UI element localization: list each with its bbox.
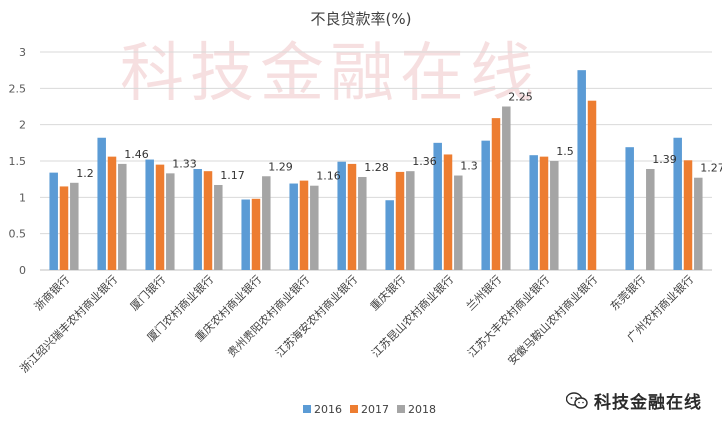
data-label: 1.39 <box>652 153 677 166</box>
bar-2017 <box>155 164 165 270</box>
bar-2018 <box>262 176 271 270</box>
data-label: 1.27 <box>700 162 722 175</box>
data-label: 1.29 <box>268 160 293 173</box>
wechat-bubble-icon <box>566 391 588 409</box>
category-label: 东莞银行 <box>607 272 648 313</box>
bar-2017 <box>59 186 69 270</box>
bar-2018 <box>118 163 127 270</box>
bar-2016 <box>97 137 106 270</box>
bar-2017 <box>443 154 453 270</box>
bar-2016 <box>241 199 250 270</box>
bar-2016 <box>529 155 538 270</box>
legend-label: 2018 <box>408 403 436 416</box>
data-labels: 1.2 1.46 1.33 1.17 1.29 1.16 1.28 1.36 1.3 2.25 1.… <box>76 91 722 183</box>
bar-2016 <box>337 161 346 270</box>
data-label: 1.2 <box>76 167 94 180</box>
category-label: 厦门银行 <box>127 272 168 313</box>
bar-2017 <box>299 180 309 270</box>
bar-2017 <box>587 100 597 270</box>
category-label: 江苏海安农村商业银行 <box>272 272 360 360</box>
bar-2017 <box>203 171 213 270</box>
bar-2016 <box>481 140 490 270</box>
brand-name: 科技金融在线 <box>594 393 702 413</box>
bar-2018 <box>406 171 415 270</box>
watermark-text: 科技金融在线 <box>120 37 540 111</box>
bar-2018 <box>166 173 175 270</box>
bar-2018 <box>358 176 367 270</box>
y-tick-label: 2.5 <box>9 82 27 95</box>
bar-2018 <box>310 185 319 270</box>
y-tick-label: 2 <box>19 119 26 132</box>
legend-label: 2017 <box>361 403 389 416</box>
category-label: 江苏昆山农村商业银行 <box>368 272 456 360</box>
bar-2016 <box>673 137 682 270</box>
category-label: 贵州贵阳农村商业银行 <box>224 272 312 360</box>
y-tick-label: 3 <box>19 46 26 59</box>
category-label: 兰州银行 <box>463 272 504 313</box>
bar-2018 <box>454 175 463 270</box>
category-label: 重庆银行 <box>367 272 408 313</box>
category-label: 浙商银行 <box>31 272 72 313</box>
legend-swatch-2016 <box>303 405 311 413</box>
data-label: 1.16 <box>316 170 341 183</box>
bar-2017 <box>395 171 405 270</box>
legend-label: 2016 <box>314 403 342 416</box>
bar-2017 <box>251 198 261 270</box>
bar-2018 <box>694 177 703 270</box>
legend-swatch-2018 <box>397 405 405 413</box>
bar-2017 <box>539 156 549 270</box>
chart-title: 不良贷款率(%) <box>311 10 412 28</box>
data-label: 1.5 <box>556 145 574 158</box>
bar-2018 <box>502 106 511 270</box>
bar-2016 <box>289 183 298 270</box>
legend: 2016 2017 2018 <box>303 403 436 416</box>
data-label: 2.25 <box>508 91 533 104</box>
brand-badge: 科技金融在线 <box>566 388 702 413</box>
category-label: 安徽马鞍山农村商业银行 <box>505 272 600 367</box>
bar-2017 <box>347 163 357 270</box>
bar-2017 <box>491 118 501 270</box>
y-tick-label: 1.5 <box>9 155 27 168</box>
bars <box>49 70 703 271</box>
bar-2016 <box>385 200 394 270</box>
data-label: 1.33 <box>172 157 197 170</box>
bar-2016 <box>193 168 202 270</box>
y-tick-label: 1 <box>19 191 26 204</box>
category-label: 江苏大丰农村商业银行 <box>464 272 552 360</box>
bar-2018 <box>646 168 655 270</box>
y-axis: 0 0.5 1 1.5 2 2.5 3 <box>9 46 27 277</box>
bar-2016 <box>577 70 586 271</box>
bar-2018 <box>550 161 559 270</box>
bar-2016 <box>49 172 58 270</box>
bar-2016 <box>433 142 442 270</box>
bar-2018 <box>214 184 223 270</box>
y-tick-label: 0 <box>19 264 26 277</box>
bar-2017 <box>683 160 693 270</box>
bar-2018 <box>70 182 79 270</box>
data-label: 1.3 <box>460 160 478 173</box>
data-label: 1.17 <box>220 169 245 182</box>
y-tick-label: 0.5 <box>9 228 27 241</box>
data-label: 1.46 <box>124 148 149 161</box>
category-label: 浙江绍兴瑞丰农村商业银行 <box>17 272 120 375</box>
legend-swatch-2017 <box>350 405 358 413</box>
data-label: 1.28 <box>364 161 389 174</box>
data-label: 1.36 <box>412 155 437 168</box>
bar-2016 <box>625 147 634 270</box>
bar-2016 <box>145 159 154 270</box>
bar-2017 <box>107 156 117 270</box>
